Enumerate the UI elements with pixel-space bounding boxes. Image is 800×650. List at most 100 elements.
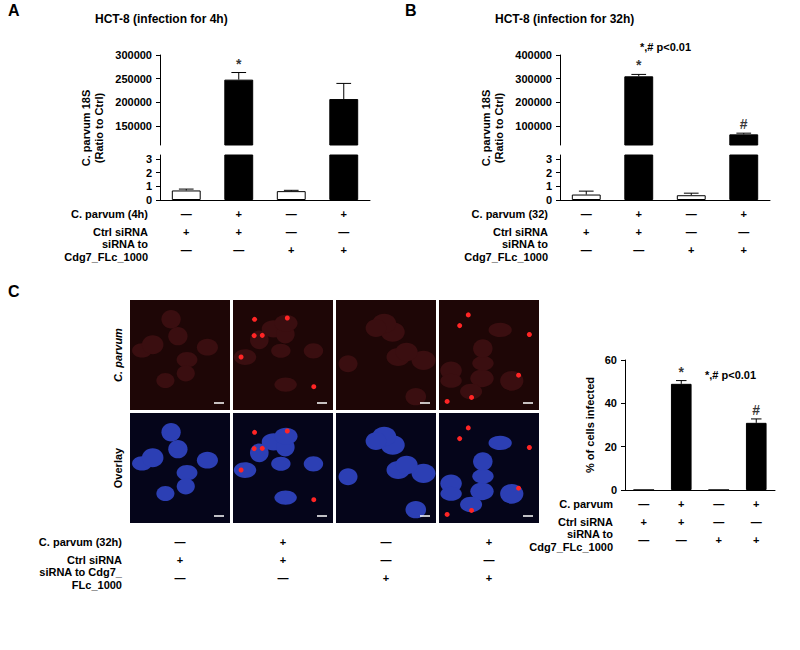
svg-text:—: — bbox=[581, 244, 592, 256]
svg-text:*: * bbox=[236, 56, 242, 72]
svg-text:—: — bbox=[638, 498, 649, 510]
svg-text:—: — bbox=[181, 244, 192, 256]
svg-text:+: + bbox=[716, 534, 722, 546]
svg-text:+: + bbox=[636, 226, 642, 238]
svg-text:60: 60 bbox=[605, 354, 617, 366]
svg-text:+: + bbox=[288, 244, 294, 256]
svg-text:—: — bbox=[638, 534, 649, 546]
svg-text:(Ratio to Ctrl): (Ratio to Ctrl) bbox=[493, 93, 505, 164]
svg-text:+: + bbox=[183, 226, 189, 238]
svg-text:—: — bbox=[738, 226, 749, 238]
svg-text:(Ratio to Ctrl): (Ratio to Ctrl) bbox=[93, 93, 105, 164]
svg-text:—: — bbox=[484, 554, 495, 566]
svg-text:+: + bbox=[641, 516, 647, 528]
svg-text:+: + bbox=[678, 516, 684, 528]
svg-text:% of cells infected: % of cells infected bbox=[584, 377, 596, 473]
svg-text:+: + bbox=[678, 498, 684, 510]
svg-text:*: * bbox=[636, 57, 642, 73]
svg-text:—: — bbox=[181, 208, 192, 220]
svg-text:—: — bbox=[686, 208, 697, 220]
svg-text:—: — bbox=[175, 572, 186, 584]
svg-text:100000: 100000 bbox=[515, 120, 552, 132]
svg-text:C: C bbox=[8, 283, 20, 300]
svg-text:+: + bbox=[741, 208, 747, 220]
svg-text:+: + bbox=[280, 554, 286, 566]
svg-text:250000: 250000 bbox=[115, 73, 152, 85]
svg-text:#: # bbox=[752, 402, 760, 418]
svg-text:—: — bbox=[581, 208, 592, 220]
svg-text:1: 1 bbox=[546, 180, 552, 192]
svg-text:FLc_1000: FLc_1000 bbox=[72, 579, 122, 591]
svg-text:+: + bbox=[341, 244, 347, 256]
svg-text:3: 3 bbox=[146, 153, 152, 165]
svg-text:0: 0 bbox=[546, 194, 552, 206]
svg-text:C. parvum 18S: C. parvum 18S bbox=[480, 90, 492, 166]
svg-text:+: + bbox=[177, 554, 183, 566]
svg-text:1: 1 bbox=[146, 180, 152, 192]
svg-text:—: — bbox=[381, 536, 392, 548]
svg-text:Overlay: Overlay bbox=[112, 447, 124, 488]
svg-text:—: — bbox=[175, 536, 186, 548]
svg-text:*,# p<0.01: *,# p<0.01 bbox=[640, 41, 691, 53]
svg-text:+: + bbox=[486, 572, 492, 584]
svg-text:2: 2 bbox=[146, 167, 152, 179]
svg-text:+: + bbox=[741, 244, 747, 256]
svg-text:siRNA to: siRNA to bbox=[567, 528, 613, 540]
svg-text:Cdg7_FLc_1000: Cdg7_FLc_1000 bbox=[464, 251, 548, 263]
svg-text:300000: 300000 bbox=[515, 73, 552, 85]
svg-text:Ctrl siRNA: Ctrl siRNA bbox=[93, 226, 148, 238]
svg-text:C. parvum (4h): C. parvum (4h) bbox=[71, 208, 148, 220]
svg-text:+: + bbox=[753, 498, 759, 510]
svg-text:HCT-8 (infection for 32h): HCT-8 (infection for 32h) bbox=[495, 12, 634, 26]
svg-text:+: + bbox=[486, 536, 492, 548]
svg-text:+: + bbox=[236, 226, 242, 238]
svg-text:Ctrl siRNA: Ctrl siRNA bbox=[67, 554, 122, 566]
svg-text:300000: 300000 bbox=[115, 49, 152, 61]
svg-text:+: + bbox=[383, 572, 389, 584]
svg-text:C. parvum (32): C. parvum (32) bbox=[472, 208, 549, 220]
svg-text:A: A bbox=[8, 2, 20, 19]
svg-text:Cdg7_FLc_1000: Cdg7_FLc_1000 bbox=[529, 541, 613, 553]
svg-text:2: 2 bbox=[546, 167, 552, 179]
svg-text:siRNA to: siRNA to bbox=[102, 238, 148, 250]
svg-text:+: + bbox=[236, 208, 242, 220]
svg-text:150000: 150000 bbox=[115, 120, 152, 132]
svg-text:—: — bbox=[286, 226, 297, 238]
svg-text:0: 0 bbox=[611, 484, 617, 496]
svg-text:B: B bbox=[405, 2, 417, 19]
svg-text:+: + bbox=[583, 226, 589, 238]
svg-text:—: — bbox=[233, 244, 244, 256]
svg-text:*,# p<0.01: *,# p<0.01 bbox=[705, 369, 756, 381]
svg-text:3: 3 bbox=[546, 153, 552, 165]
svg-text:20: 20 bbox=[605, 441, 617, 453]
svg-text:400000: 400000 bbox=[515, 49, 552, 61]
svg-text:—: — bbox=[751, 516, 762, 528]
svg-text:—: — bbox=[286, 208, 297, 220]
svg-text:—: — bbox=[278, 572, 289, 584]
svg-text:40: 40 bbox=[605, 397, 617, 409]
svg-text:+: + bbox=[753, 534, 759, 546]
svg-text:200000: 200000 bbox=[515, 96, 552, 108]
svg-text:+: + bbox=[341, 208, 347, 220]
svg-text:HCT-8 (infection for 4h): HCT-8 (infection for 4h) bbox=[95, 12, 228, 26]
svg-text:C. parvum (32h): C. parvum (32h) bbox=[39, 536, 122, 548]
svg-text:Ctrl siRNA: Ctrl siRNA bbox=[558, 516, 613, 528]
svg-text:0: 0 bbox=[146, 194, 152, 206]
svg-text:—: — bbox=[713, 498, 724, 510]
svg-text:+: + bbox=[688, 244, 694, 256]
svg-text:Ctrl siRNA: Ctrl siRNA bbox=[493, 226, 548, 238]
svg-text:200000: 200000 bbox=[115, 96, 152, 108]
svg-text:*: * bbox=[679, 364, 685, 380]
svg-text:C. parvum: C. parvum bbox=[112, 328, 124, 382]
svg-text:—: — bbox=[713, 516, 724, 528]
svg-text:—: — bbox=[633, 244, 644, 256]
svg-text:siRNA to: siRNA to bbox=[502, 238, 548, 250]
svg-text:#: # bbox=[740, 116, 748, 132]
svg-text:Cdg7_FLc_1000: Cdg7_FLc_1000 bbox=[64, 251, 148, 263]
svg-text:—: — bbox=[381, 554, 392, 566]
svg-text:siRNA to Cdg7_: siRNA to Cdg7_ bbox=[39, 566, 123, 578]
svg-text:—: — bbox=[676, 534, 687, 546]
svg-text:—: — bbox=[338, 226, 349, 238]
svg-text:C. parvum 18S: C. parvum 18S bbox=[80, 90, 92, 166]
svg-text:C. parvum: C. parvum bbox=[559, 498, 613, 510]
